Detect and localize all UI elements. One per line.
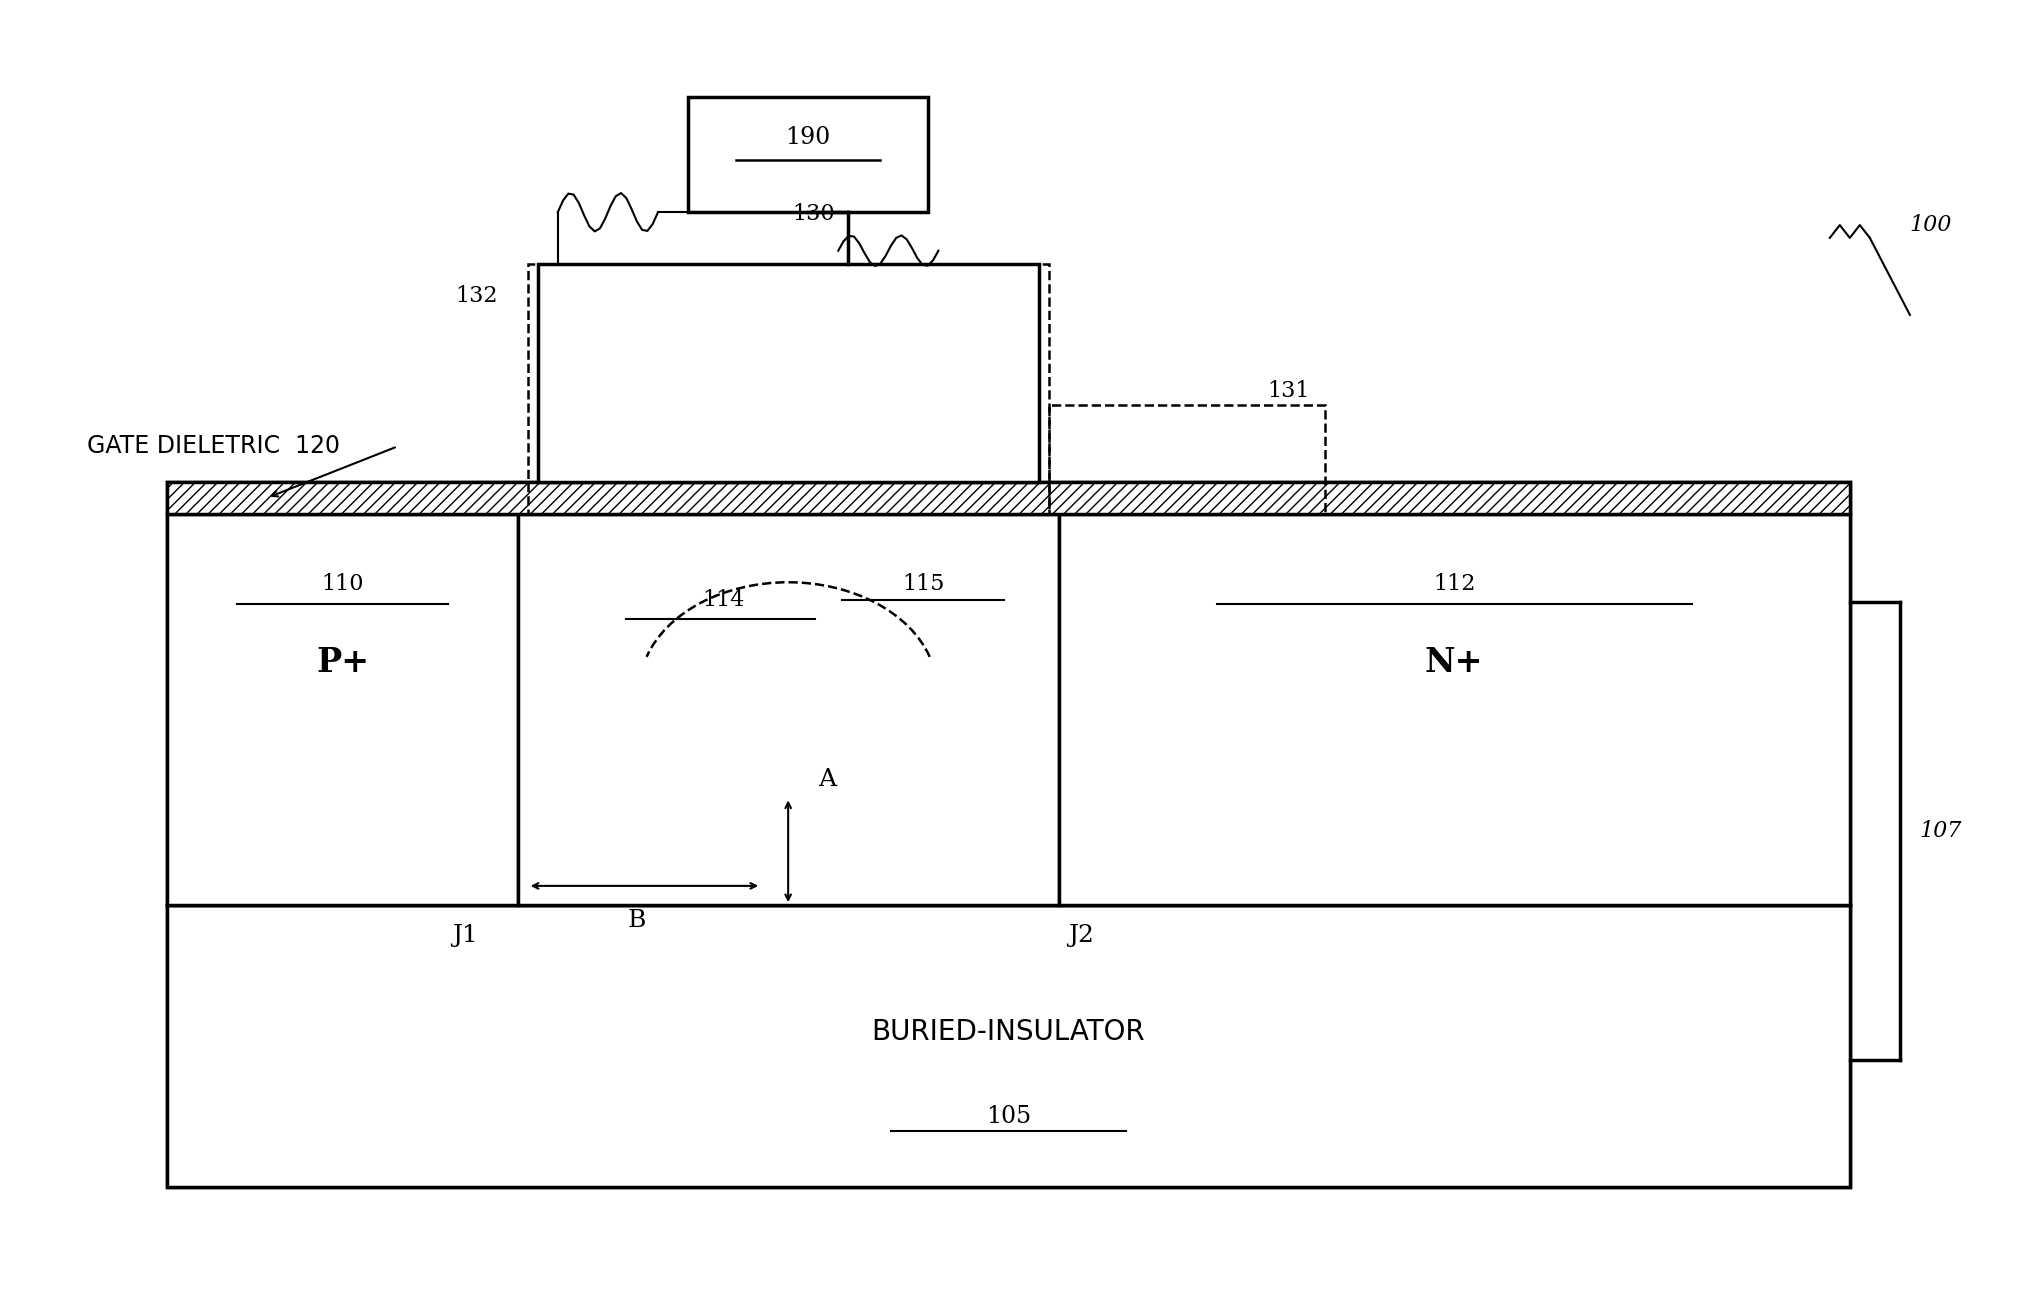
Text: GATE DIELETRIC  120: GATE DIELETRIC 120	[87, 434, 341, 458]
Text: 105: 105	[986, 1105, 1031, 1128]
Text: P+: P+	[317, 646, 369, 680]
FancyBboxPatch shape	[167, 481, 1850, 1188]
Text: 112: 112	[1432, 573, 1474, 595]
Text: 115: 115	[902, 573, 944, 595]
Text: J2: J2	[1069, 925, 1095, 947]
FancyBboxPatch shape	[1059, 514, 1850, 905]
Text: B: B	[627, 909, 645, 933]
FancyBboxPatch shape	[167, 514, 518, 905]
Text: 190: 190	[785, 126, 831, 149]
Text: A: A	[819, 768, 837, 791]
Text: 107: 107	[1920, 820, 1963, 842]
FancyBboxPatch shape	[539, 263, 1039, 481]
Text: 100: 100	[1910, 214, 1952, 236]
Text: N+: N+	[1424, 646, 1482, 680]
Text: 131: 131	[1267, 380, 1309, 402]
FancyBboxPatch shape	[518, 514, 1059, 905]
FancyBboxPatch shape	[167, 481, 1850, 514]
Text: J1: J1	[452, 925, 478, 947]
Text: 132: 132	[456, 285, 498, 307]
Text: BURIED-INSULATOR: BURIED-INSULATOR	[871, 1018, 1146, 1047]
FancyBboxPatch shape	[167, 905, 1850, 1188]
Text: 130: 130	[793, 204, 835, 226]
Text: 110: 110	[321, 573, 363, 595]
Text: 114: 114	[702, 589, 744, 611]
FancyBboxPatch shape	[688, 97, 928, 213]
